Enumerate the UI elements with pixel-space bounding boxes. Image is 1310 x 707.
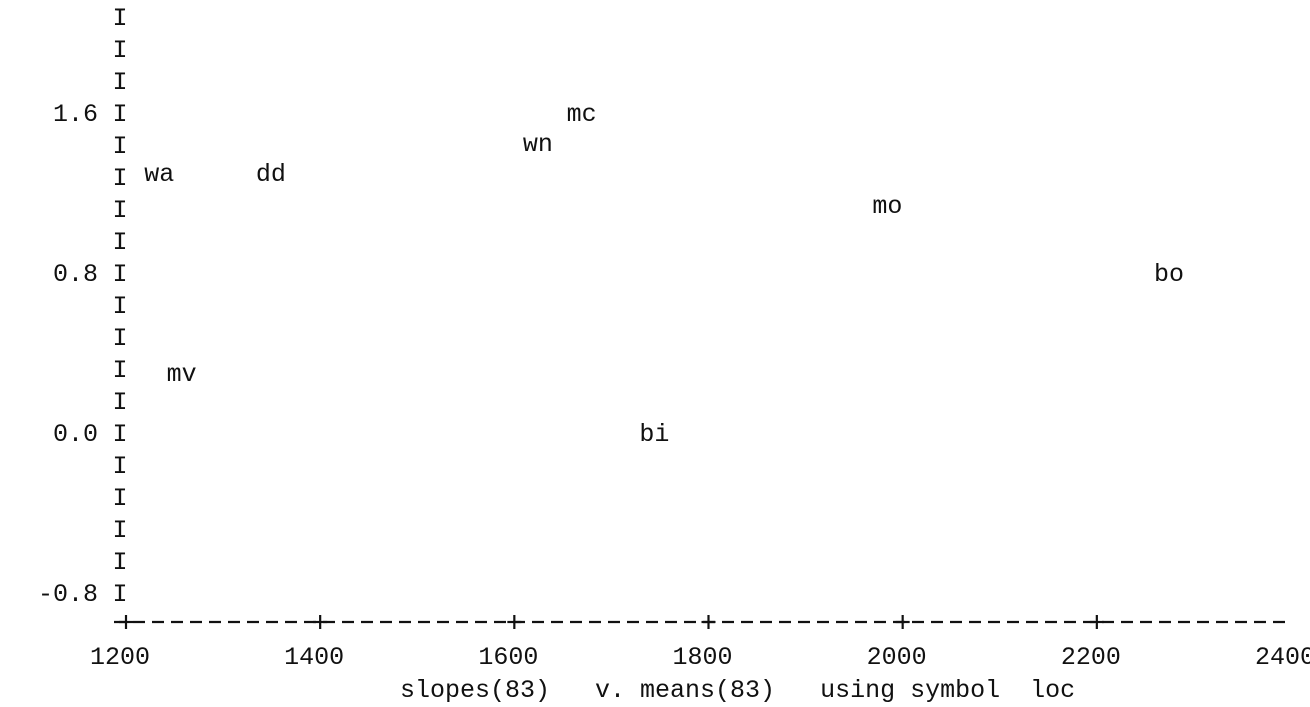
data-point-wn: wn [523, 130, 553, 159]
y-axis-mark: I [112, 388, 127, 417]
x-tick-labels: 1200 1400 1600 1800 2000 2200 2400 [90, 643, 1310, 672]
x-tick-label: 2400 [1255, 643, 1310, 672]
x-tick-label: 1600 [478, 643, 538, 672]
y-tick-label: 1.6 [53, 100, 98, 129]
data-point-mc: mc [567, 100, 597, 129]
y-axis-mark: I [112, 68, 127, 97]
y-tick-label: 0.0 [53, 420, 98, 449]
y-axis-mark: I [112, 324, 127, 353]
data-point-bi: bi [639, 420, 669, 449]
x-axis [114, 615, 1285, 629]
y-axis-top-mark: - [112, 0, 127, 24]
y-axis-mark: I [112, 580, 127, 609]
x-tick-label: 1200 [90, 643, 150, 672]
y-axis-mark: I [112, 548, 127, 577]
y-axis-mark: I [112, 196, 127, 225]
x-tick-label: 2200 [1061, 643, 1121, 672]
x-tick-label: 2000 [867, 643, 927, 672]
x-tick-label: 1800 [672, 643, 732, 672]
data-point-mo: mo [872, 192, 902, 221]
y-tick-labels: 1.6 0.8 0.0 -0.8 [38, 100, 98, 609]
x-tick-label: 1400 [284, 643, 344, 672]
y-axis-mark: I [112, 100, 127, 129]
y-axis-mark: I [112, 420, 127, 449]
y-axis-mark: I [112, 164, 127, 193]
y-axis-mark: I [112, 4, 127, 33]
x-axis-label: slopes(83) v. means(83) using symbol loc [400, 676, 1075, 705]
y-axis-mark: I [112, 356, 127, 385]
y-axis-mark: I [112, 292, 127, 321]
data-point-bo: bo [1154, 260, 1184, 289]
y-axis-mark: I [112, 260, 127, 289]
y-tick-label: -0.8 [38, 580, 98, 609]
data-point-mv: mv [167, 360, 197, 389]
y-axis-mark: I [112, 132, 127, 161]
y-axis-mark: I [112, 516, 127, 545]
y-axis-mark: I [112, 452, 127, 481]
y-axis-mark: I [112, 484, 127, 513]
data-point-wa: wa [144, 160, 174, 189]
data-point-dd: dd [256, 160, 286, 189]
y-axis-mark: I [112, 228, 127, 257]
y-axis-mark: I [112, 36, 127, 65]
y-tick-label: 0.8 [53, 260, 98, 289]
